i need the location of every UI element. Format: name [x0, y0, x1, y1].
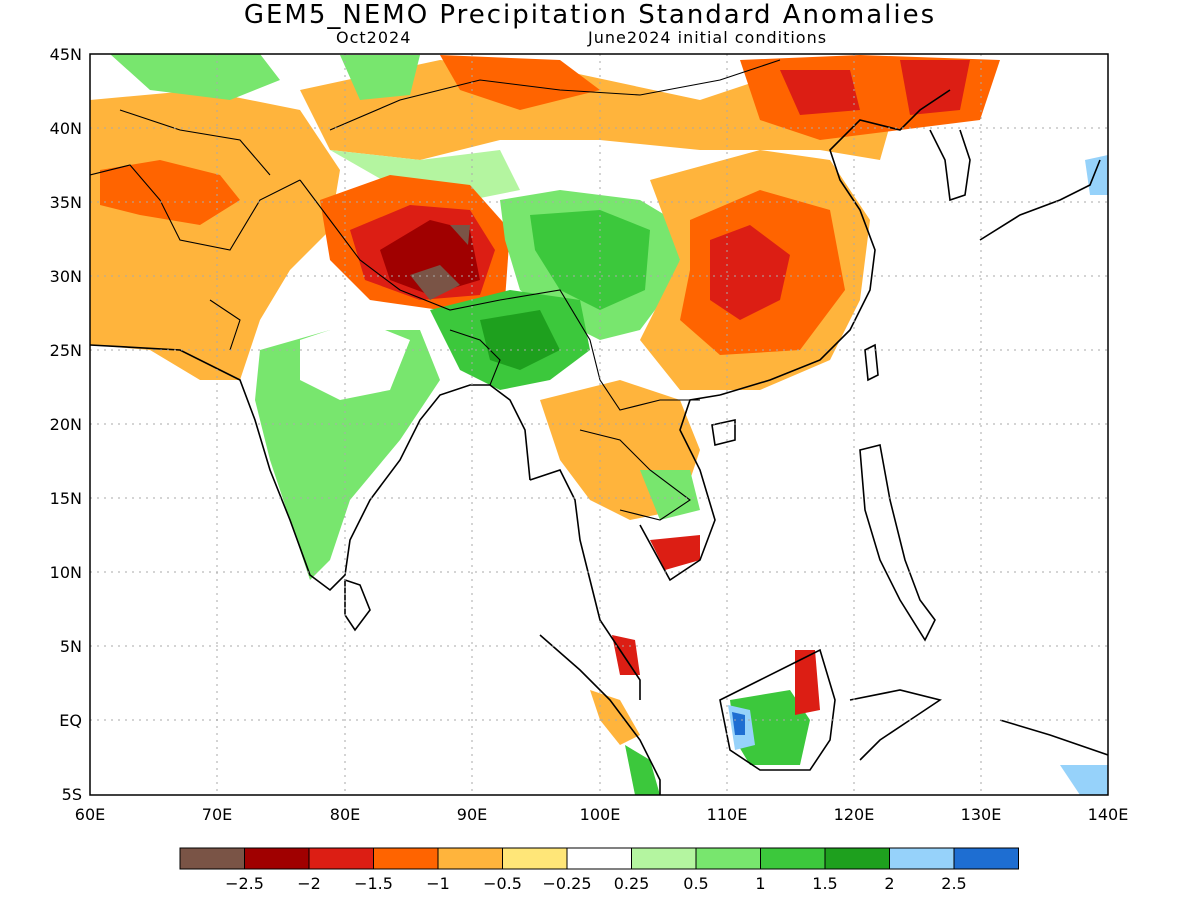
colorbar-swatch: [179, 847, 245, 870]
sulawesi-coastline: [849, 689, 942, 761]
india-white-patch: [300, 320, 410, 400]
border-afghanistan: [119, 109, 271, 176]
x-tick-label: 100E: [580, 805, 621, 824]
colorbar-label: 2.5: [941, 874, 966, 893]
japan-coastline: [979, 159, 1101, 241]
y-tick-label: 40N: [50, 119, 82, 138]
hainan-coastline: [711, 419, 736, 446]
y-tick-label: 5S: [62, 785, 82, 804]
y-tick-label: 15N: [50, 489, 82, 508]
y-tick-label: EQ: [59, 711, 82, 730]
colorbar-swatch: [631, 847, 697, 870]
forecast-month: Oct2024: [336, 28, 412, 47]
northeast-red: [780, 60, 970, 115]
indochina-green: [640, 470, 700, 520]
border-himalaya: [299, 179, 501, 311]
china-mid-green: [530, 210, 650, 310]
india-green-region: [255, 330, 440, 580]
north-green-patch: [110, 54, 420, 100]
sri-lanka-coastline: [344, 578, 371, 632]
coastlines: [90, 89, 1108, 795]
colorbar-label: −2: [297, 874, 321, 893]
borneo-red-region: [795, 650, 820, 715]
west-dark-orange-region: [100, 160, 240, 225]
japan-blue: [1085, 155, 1108, 195]
cambodia-red: [650, 535, 700, 570]
west-orange-region: [90, 90, 340, 380]
gridlines: [90, 54, 1108, 795]
colorbar-label: 1: [755, 874, 765, 893]
sumatra-green: [625, 745, 660, 795]
x-tick-label: 120E: [834, 805, 875, 824]
initial-conditions: June2024 initial conditions: [588, 28, 828, 47]
colorbar-swatch: [695, 847, 761, 870]
border-china-north: [329, 59, 781, 131]
x-tick-label: 90E: [457, 805, 487, 824]
country-borders: [90, 59, 781, 521]
y-tick-label: 20N: [50, 415, 82, 434]
colorbar-swatch: [760, 847, 826, 870]
colorbar-label: 0.25: [614, 874, 650, 893]
y-tick-label: 25N: [50, 341, 82, 360]
tibet-brown-core: [410, 225, 470, 300]
y-axis-labels: 45N 40N 35N 30N 25N 20N 15N 10N 5N EQ 5S: [50, 45, 82, 804]
colorbar-label: 1.5: [812, 874, 837, 893]
y-tick-label: 35N: [50, 193, 82, 212]
colorbar-swatch: [373, 847, 439, 870]
colorbar: [179, 847, 1019, 870]
colorbar-swatch: [824, 847, 890, 870]
colorbar-label: −1: [426, 874, 450, 893]
new-guinea-coastline: [999, 719, 1108, 756]
colorbar-swatch: [889, 847, 955, 870]
colorbar-swatch: [502, 847, 568, 870]
indochina-coastline: [529, 469, 641, 700]
borneo-dark-blue: [732, 712, 745, 735]
x-tick-label: 60E: [75, 805, 105, 824]
border-india-west: [209, 299, 241, 351]
colorbar-swatch: [566, 847, 632, 870]
x-tick-label: 70E: [202, 805, 232, 824]
china-coastline: [719, 89, 951, 396]
north-dark-orange: [440, 55, 600, 110]
colorbar-label: −2.5: [225, 874, 264, 893]
y-tick-label: 30N: [50, 267, 82, 286]
philippines-coastline: [859, 444, 936, 642]
colorbar-label: 0.5: [683, 874, 708, 893]
colorbar-label: 2: [884, 874, 894, 893]
x-tick-label: 110E: [707, 805, 748, 824]
new-guinea-blue: [1060, 765, 1108, 795]
colorbar-swatch: [244, 847, 310, 870]
colorbar-label: −0.25: [542, 874, 591, 893]
anomaly-field: [90, 54, 1108, 795]
vietnam-coastline: [639, 394, 721, 582]
border-thailand-laos: [579, 429, 691, 521]
map-title: GEM5_NEMO Precipitation Standard Anomali…: [243, 0, 937, 30]
border-pakistan: [90, 164, 301, 251]
map-frame: [89, 53, 1109, 796]
sumatra-coastline: [539, 634, 661, 795]
colorbar-swatch: [953, 847, 1019, 870]
colorbar-labels: −2.5 −2 −1.5 −1 −0.5 −0.25 0.25 0.5 1 1.5 2 2.5: [225, 874, 967, 893]
y-tick-label: 45N: [50, 45, 82, 64]
malaysia-red: [612, 635, 640, 675]
x-axis-labels: 60E 70E 80E 90E 100E 110E 120E 130E 140E: [75, 805, 1129, 824]
myanmar-dark-green: [480, 310, 560, 370]
y-tick-label: 5N: [60, 637, 82, 656]
colorbar-label: −1.5: [354, 874, 393, 893]
x-tick-label: 140E: [1088, 805, 1129, 824]
taiwan-coastline: [864, 343, 879, 382]
x-tick-label: 80E: [330, 805, 360, 824]
sumatra-orange: [590, 690, 640, 745]
southeast-china-red: [710, 225, 790, 320]
colorbar-label: −0.5: [483, 874, 522, 893]
x-tick-label: 130E: [961, 805, 1002, 824]
korea-coastline: [929, 129, 971, 202]
colorbar-swatch: [437, 847, 503, 870]
y-tick-label: 10N: [50, 563, 82, 582]
border-myanmar: [499, 289, 700, 411]
colorbar-swatch: [308, 847, 374, 870]
